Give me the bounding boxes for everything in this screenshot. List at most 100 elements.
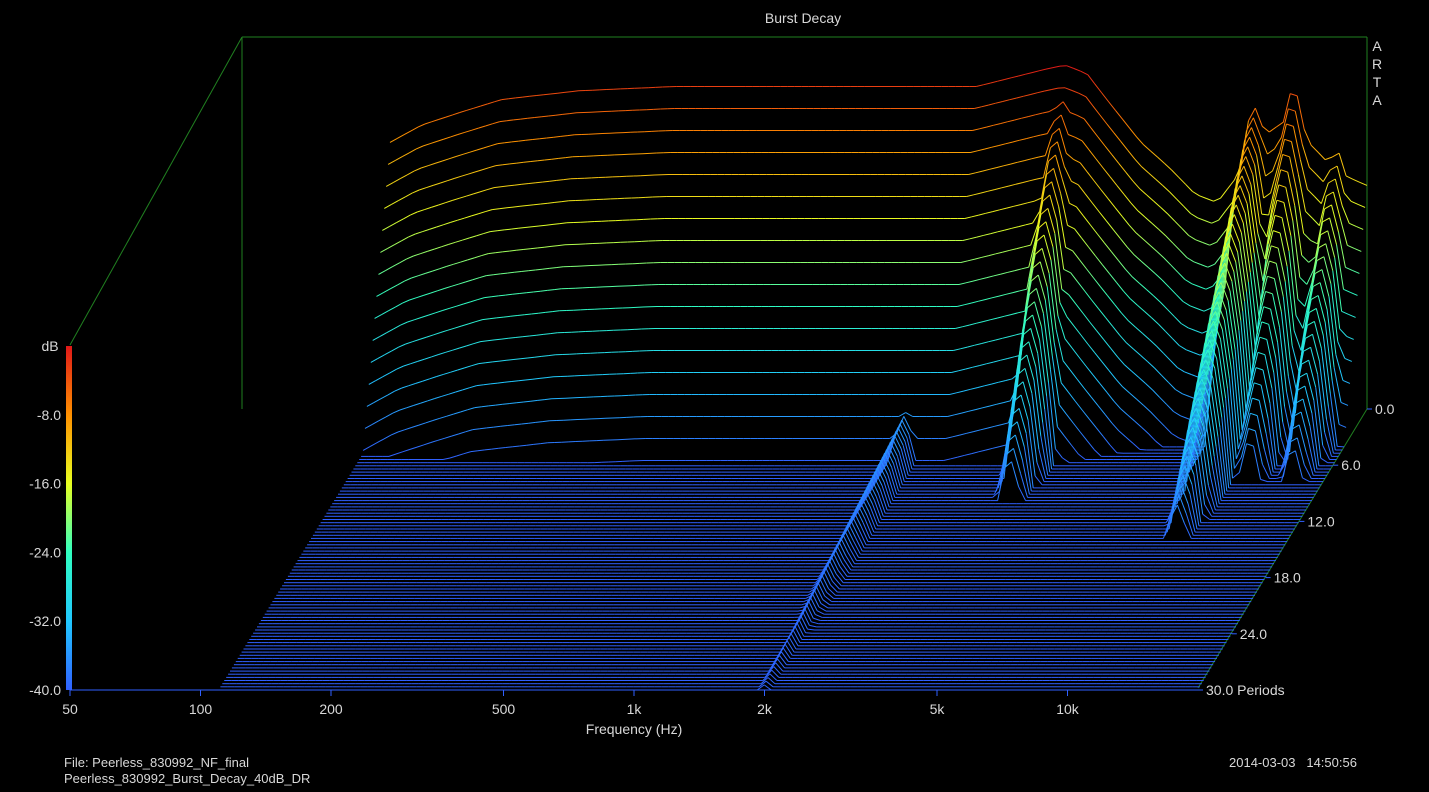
slice-segment <box>978 212 986 216</box>
slice-segment <box>1146 194 1155 202</box>
slice-segment <box>986 124 994 128</box>
slice-segment <box>1149 339 1157 347</box>
slice-segment <box>1294 450 1303 478</box>
slice-segment <box>1060 193 1068 226</box>
slice-segment <box>979 126 987 130</box>
slice-segment <box>1224 262 1233 282</box>
slice-segment <box>1200 349 1209 364</box>
slice-segment <box>1164 163 1172 171</box>
slice-segment <box>1303 299 1312 335</box>
slice-segment <box>564 91 572 93</box>
slice-segment <box>1263 245 1272 275</box>
slice-segment <box>1076 114 1085 120</box>
slice-segment <box>1348 222 1357 227</box>
slice-segment <box>1027 254 1036 292</box>
slice-segment <box>1206 345 1214 432</box>
slice-segment <box>1204 330 1213 344</box>
slice-segment <box>565 156 573 159</box>
slice-segment <box>1171 169 1179 178</box>
slice-segment <box>1010 161 1018 165</box>
slice-segment <box>1031 393 1040 450</box>
slice-segment <box>1314 196 1322 204</box>
slice-segment <box>515 96 523 99</box>
slice-segment <box>374 314 382 319</box>
slice-segment <box>540 289 548 292</box>
slice-segment <box>1042 313 1051 370</box>
slice <box>357 272 1335 464</box>
slice-segment <box>1228 378 1237 459</box>
slice-segment <box>1191 283 1200 287</box>
slice-segment <box>1100 189 1109 200</box>
slice-segment <box>404 426 413 431</box>
slice-segment <box>1338 423 1347 428</box>
slice-segment <box>966 194 974 197</box>
slice-segment <box>1213 271 1221 347</box>
slice-segment <box>968 409 976 412</box>
slice-segment <box>891 438 900 453</box>
slice-segment <box>569 112 577 115</box>
slice-segment <box>1207 485 1216 511</box>
slice-segment <box>1092 374 1101 384</box>
slice-segment <box>497 142 505 145</box>
slice-segment <box>997 229 1005 233</box>
slice-segment <box>1256 415 1265 450</box>
slice-segment <box>1264 354 1273 389</box>
z-tick-label: -8.0 <box>37 407 61 423</box>
slice-segment <box>520 117 528 120</box>
slice-segment <box>1307 273 1316 309</box>
slice-segment <box>547 201 555 204</box>
slice-segment <box>1248 193 1257 244</box>
slice-segment <box>1011 461 1020 487</box>
slice-segment <box>486 274 494 277</box>
slice-segment <box>1055 329 1064 361</box>
slice-segment <box>1328 296 1337 355</box>
slice-segment <box>1301 359 1309 365</box>
slice-segment <box>1011 408 1020 415</box>
slice-segment <box>394 240 402 246</box>
slice-segment <box>443 136 452 140</box>
slice-segment <box>461 323 469 327</box>
watermark-letter: R <box>1372 56 1382 72</box>
slice-segment <box>551 157 559 160</box>
slice-segment <box>1233 456 1242 469</box>
slice-segment <box>910 430 919 439</box>
slice-segment <box>1219 427 1228 492</box>
slice-segment <box>445 349 453 353</box>
slice-segment <box>981 104 989 108</box>
slice-segment <box>1277 248 1286 282</box>
slice-segment <box>434 395 442 399</box>
slice-segment <box>988 339 996 343</box>
slice-segment <box>463 451 472 455</box>
slice-segment <box>1008 183 1016 187</box>
slice-segment <box>1187 327 1196 331</box>
slice-segment <box>1108 101 1117 112</box>
slice-segment <box>455 389 463 393</box>
slice-segment <box>1064 87 1073 91</box>
slice-segment <box>485 123 493 127</box>
slice-segment <box>1232 359 1241 440</box>
slice-segment <box>406 255 414 260</box>
chart-title: Burst Decay <box>765 10 841 26</box>
slice-segment <box>1121 215 1130 226</box>
slice-segment <box>518 227 526 229</box>
slice-segment <box>1197 348 1206 424</box>
slice-segment <box>1075 303 1084 314</box>
slice-segment <box>1204 220 1212 224</box>
slice-segment <box>1118 430 1127 438</box>
slice-segment <box>380 248 388 253</box>
slice-segment <box>1048 273 1057 330</box>
slice-segment <box>1080 334 1089 345</box>
slice-segment <box>447 327 455 331</box>
slice-segment <box>464 129 473 133</box>
slice-segment <box>1272 230 1281 234</box>
slice-segment <box>1301 312 1310 348</box>
slice-segment <box>1201 378 1210 398</box>
slice-segment <box>972 128 980 131</box>
slice-segment <box>511 227 519 230</box>
slice-segment <box>1252 337 1261 366</box>
slice-segment <box>370 358 378 363</box>
slice-segment <box>1275 263 1284 297</box>
slice-segment <box>1050 259 1059 317</box>
slice-segment <box>417 123 426 128</box>
slice-segment <box>1251 127 1259 146</box>
